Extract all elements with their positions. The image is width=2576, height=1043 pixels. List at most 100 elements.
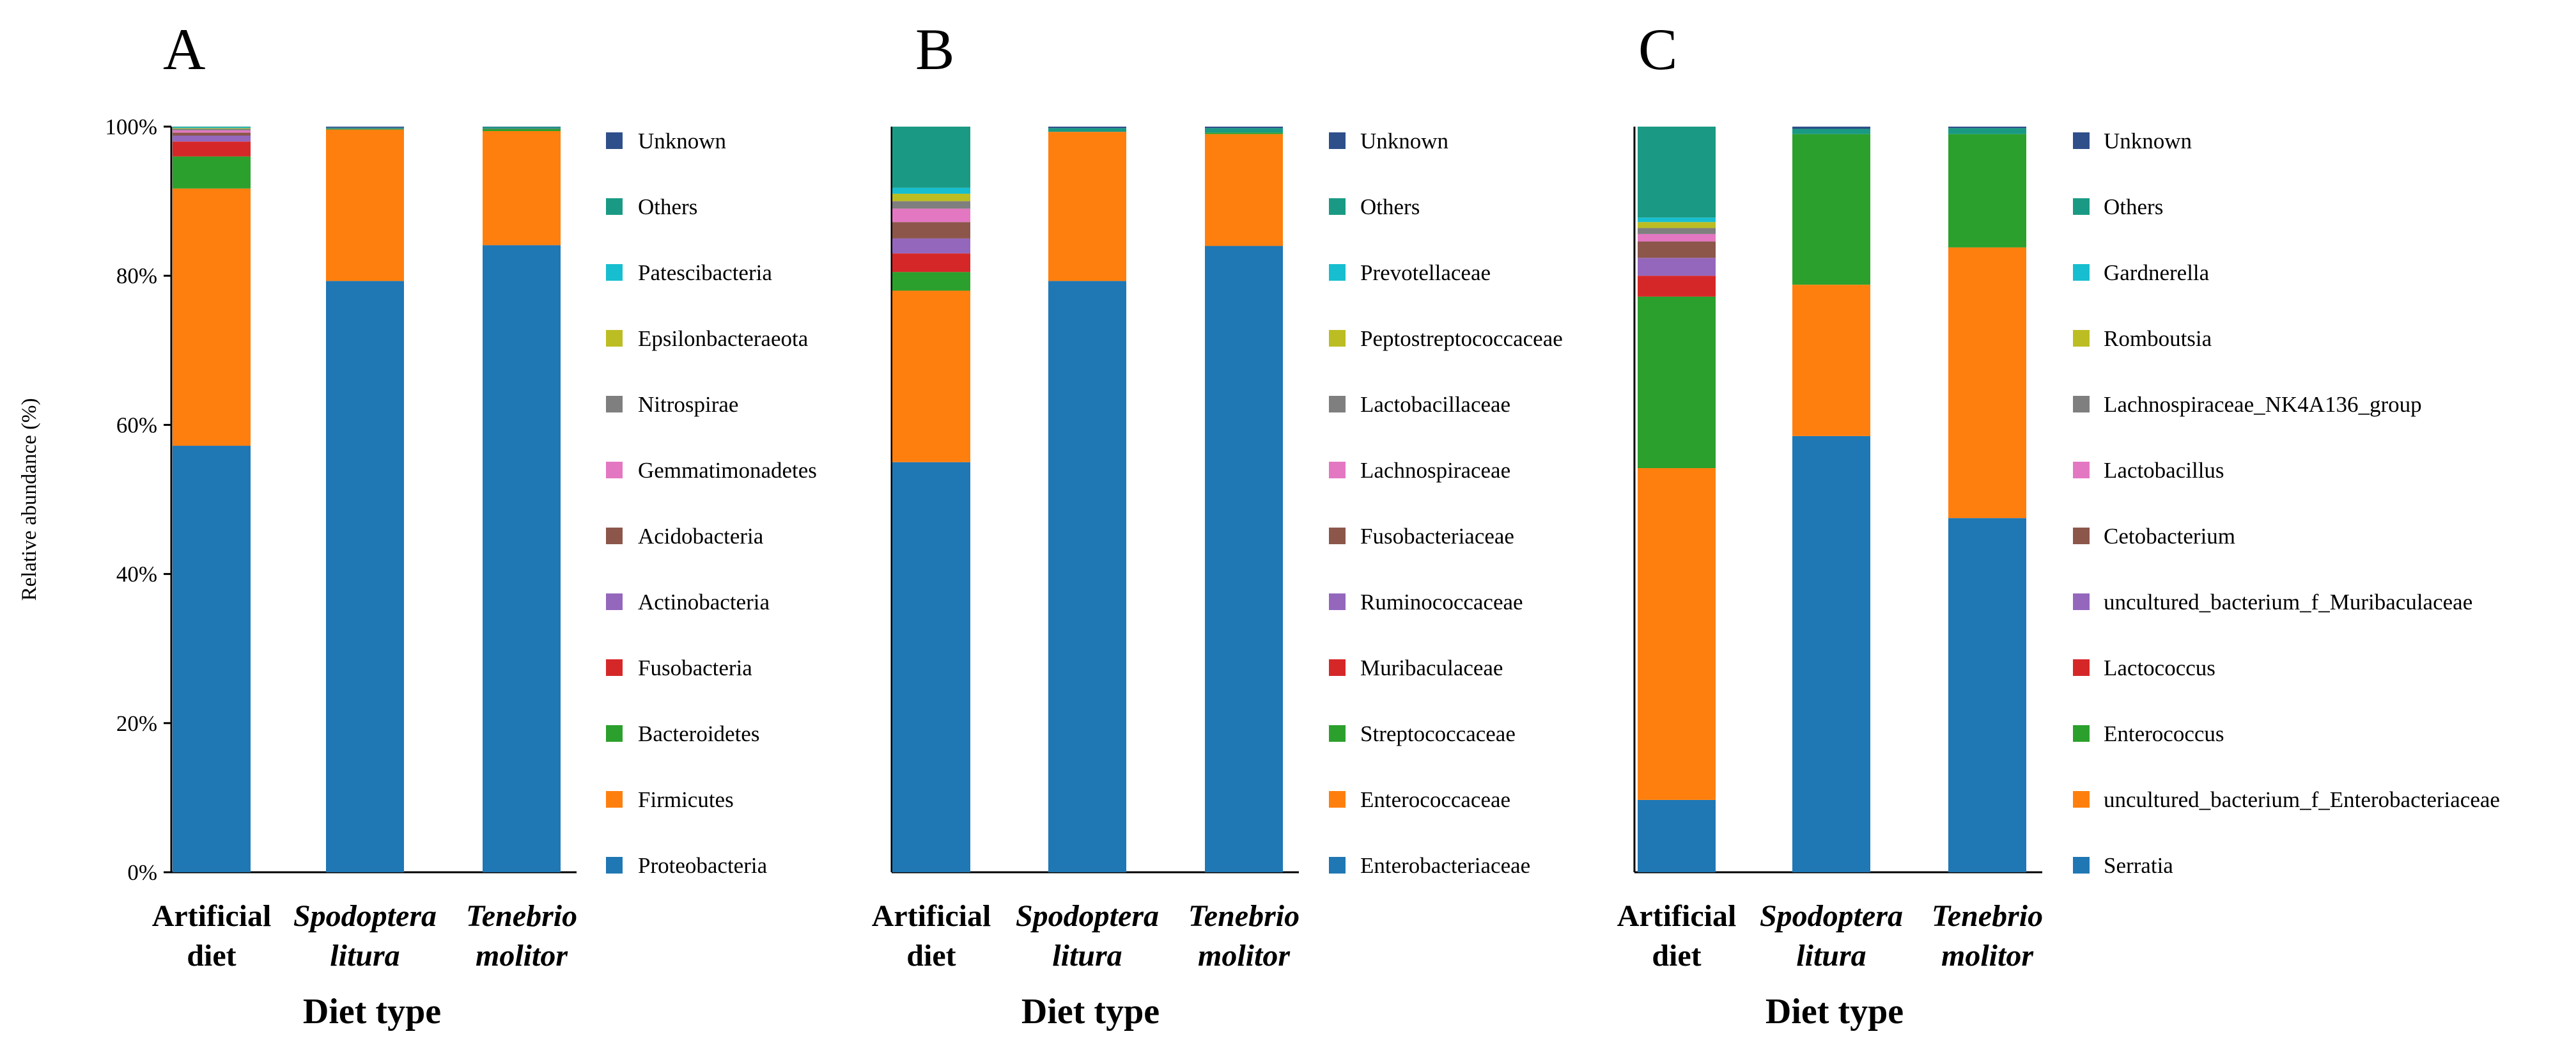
legend-label: Proteobacteria [638,853,768,878]
bar-segment [892,187,970,194]
y-tick-label: 100% [105,114,157,139]
bar-segment [1638,241,1716,258]
legend-swatch [1329,659,1346,676]
legend-swatch [2073,330,2090,347]
legend-swatch [2073,198,2090,215]
legend-label: Unknown [1360,129,1448,153]
panel-letter: B [915,17,954,82]
x-category-label: diet [906,939,956,973]
bar-segment [892,238,970,254]
legend-swatch [606,330,623,347]
bar-segment [173,129,251,130]
x-category-label: Tenebrio [1188,899,1300,933]
legend-label: Nitrospirae [638,392,738,417]
legend-swatch [1329,725,1346,742]
bar-segment [1638,228,1716,234]
legend-swatch [606,593,623,610]
bar-segment [1948,127,2026,129]
legend-label: Acidobacteria [638,524,764,549]
legend-swatch [606,528,623,544]
legend-swatch [606,132,623,149]
legend-label: Ruminococcaceae [1360,590,1523,615]
legend-swatch [1329,593,1346,610]
legend-swatch [1329,528,1346,544]
bar-segment [326,129,404,281]
legend-label: Lachnospiraceae [1360,458,1510,483]
panel-b: B Artificial diet Spodoptera litura Tenebrio m… [872,17,1563,1031]
bar-segment [1792,129,1870,134]
panel-letter: C [1638,17,1677,82]
bar-segment [1638,799,1716,872]
bar-segment [483,127,561,129]
legend-label: Cetobacterium [2104,524,2235,549]
legend-swatch [2073,857,2090,874]
bar-segment [483,129,561,131]
legend-swatch [2073,659,2090,676]
bar-segment [892,222,970,239]
bar-segment [1048,281,1126,872]
legend-label: Fusobacteria [638,655,752,680]
bar-segment [173,135,251,142]
x-category-label: diet [1652,939,1701,973]
bar-segment [892,462,970,872]
legend-label: Others [2104,194,2163,219]
bar-segment [1792,127,1870,129]
bar-segment [1948,134,2026,247]
bar-segment [1792,134,1870,285]
legend-label: Lachnospiraceae_NK4A136_group [2104,392,2422,417]
bar-segment [892,193,970,201]
x-category-label: Artificial [152,899,272,933]
bar-segment [1792,435,1870,872]
x-category-label: diet [187,939,236,973]
bar-segment [892,208,970,223]
legend-label: Lactococcus [2104,655,2215,680]
y-tick-label: 0% [127,860,157,885]
bar-segment [483,245,561,872]
panel-letter: A [163,17,205,82]
x-category-label: molitor [476,939,568,973]
bar-segment [1205,134,1283,246]
x-category-label: Spodoptera [1016,899,1159,933]
legend-swatch [1329,791,1346,808]
legend-label: Fusobacteriaceae [1360,524,1514,549]
legend-swatch [1329,132,1346,149]
legend-label: uncultured_bacterium_f_Enterobacteriacea… [2104,787,2500,812]
legend-swatch [606,198,623,215]
legend-swatch [606,857,623,874]
legend-swatch [606,791,623,808]
legend-label: Gemmatimonadetes [638,458,817,483]
legend-swatch [606,725,623,742]
bar-segment [1948,128,2026,134]
bar-segment [173,446,251,872]
legend-swatch [1329,396,1346,412]
legend-swatch [1329,264,1346,281]
x-category-label: litura [1052,939,1122,973]
legend-label: Firmicutes [638,787,734,812]
legend-label: Lactobacillus [2104,458,2224,483]
x-axis-title: Diet type [1765,992,1904,1031]
bar-segment [1638,296,1716,469]
bar-segment [892,272,970,291]
bar-segment [1638,233,1716,242]
bar-segment [1948,247,2026,519]
bar-segment [173,127,251,129]
legend-label: Others [1360,194,1420,219]
legend-label: Enterococcaceae [1360,787,1510,812]
x-category-label: litura [1796,939,1866,973]
legend-label: uncultured_bacterium_f_Muribaculaceae [2104,590,2472,615]
bar-segment [1638,276,1716,297]
legend-swatch [2073,593,2090,610]
bar-segment [1048,132,1126,281]
bar-segment [1638,217,1716,223]
legend-swatch [2073,462,2090,478]
legend-label: Enterobacteriaceae [1360,853,1530,878]
legend-label: Actinobacteria [638,590,770,615]
legend-swatch [2073,791,2090,808]
bar-segment [892,127,970,188]
legend-label: Patescibacteria [638,260,772,285]
bar-segment [173,156,251,189]
legend-label: Unknown [638,129,726,153]
legend-swatch [1329,330,1346,347]
x-category-label: Artificial [872,899,991,933]
